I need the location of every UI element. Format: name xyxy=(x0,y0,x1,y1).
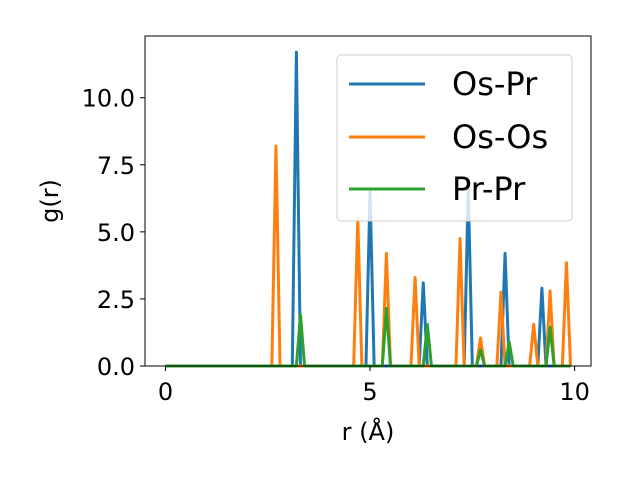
y-tick-label: 0.0 xyxy=(97,353,135,381)
y-axis-label: g(r) xyxy=(36,179,64,223)
legend-label-os-pr: Os-Pr xyxy=(452,65,538,103)
x-axis: 0 5 10 xyxy=(158,366,590,406)
legend-label-os-os: Os-Os xyxy=(452,118,548,156)
legend-box xyxy=(336,54,573,222)
plot-frame xyxy=(144,35,592,367)
y-tick-label: 10.0 xyxy=(82,85,135,113)
x-tick-label: 5 xyxy=(362,378,377,406)
y-tick-label: 2.5 xyxy=(97,286,135,314)
x-tick-label: 10 xyxy=(559,378,590,406)
legend-label-pr-pr: Pr-Pr xyxy=(452,170,526,208)
legend: Os-Pr Os-Os Pr-Pr xyxy=(336,54,573,222)
x-axis-label: r (Å) xyxy=(342,417,395,446)
x-tick-label: 0 xyxy=(158,378,173,406)
y-tick-label: 5.0 xyxy=(97,219,135,247)
y-axis: 0.0 2.5 5.0 7.5 10.0 xyxy=(82,85,145,381)
y-tick-label: 7.5 xyxy=(97,152,135,180)
